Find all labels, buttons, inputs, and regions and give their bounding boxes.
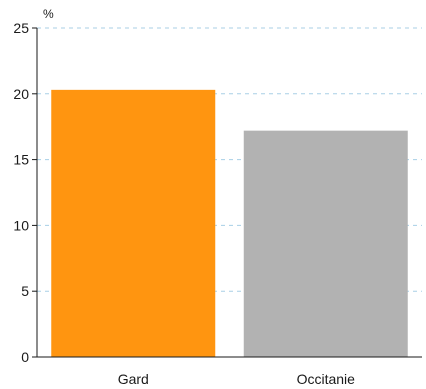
y-unit-label: %	[43, 7, 54, 21]
category-labels: Gard Occitanie	[118, 371, 355, 387]
y-tick-label: 5	[21, 283, 29, 299]
y-tick-label: 0	[21, 349, 29, 365]
y-tick-label: 10	[13, 217, 29, 233]
y-tick-labels: 0 5 10 15 20 25	[13, 20, 37, 365]
y-tick-label: 20	[13, 86, 29, 102]
y-tick-label: 15	[13, 152, 29, 168]
bar-occitanie	[243, 130, 408, 357]
category-label-gard: Gard	[118, 371, 149, 387]
axes	[36, 28, 422, 358]
category-label-occitanie: Occitanie	[297, 371, 356, 387]
y-tick-label: 25	[13, 20, 29, 36]
bars	[51, 89, 408, 358]
bar-gard	[51, 89, 216, 358]
